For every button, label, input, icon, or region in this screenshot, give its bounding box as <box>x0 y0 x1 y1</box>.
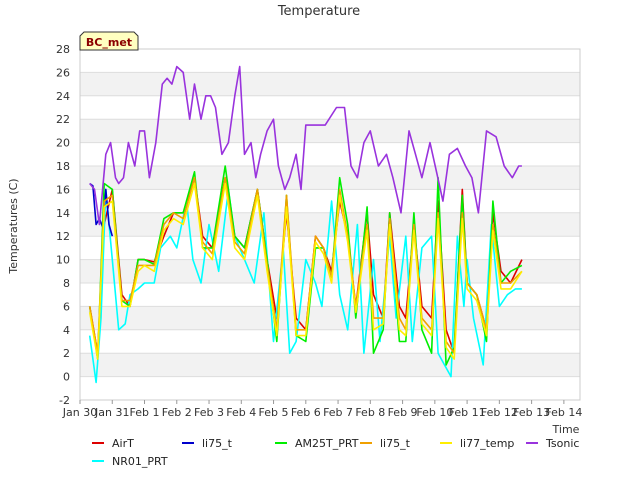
plot-band <box>80 119 580 143</box>
y-tick-label: 8 <box>63 277 70 290</box>
plot-band <box>80 329 580 354</box>
tag-box <box>79 31 139 51</box>
legend-item: Tsonic <box>526 437 579 450</box>
y-tick-label: 20 <box>56 137 70 150</box>
y-tick-label: 12 <box>56 230 70 243</box>
legend-item: li77_temp <box>440 437 514 450</box>
y-tick-label: 4 <box>63 324 70 337</box>
legend-label: li75_t <box>380 437 411 450</box>
x-tick-label: Feb 12 <box>481 406 518 419</box>
legend-label: AirT <box>112 437 134 450</box>
x-tick-label: Feb 4 <box>226 406 256 419</box>
plot-band <box>80 72 580 96</box>
x-tick-label: Jan 30 <box>62 406 97 419</box>
series-line-tsonic <box>89 65 522 226</box>
plot-band <box>80 376 580 400</box>
x-axis-label: Time <box>552 423 580 436</box>
series-line-li75-t <box>88 176 523 355</box>
legend-item: li75_t <box>182 437 233 450</box>
plot-band <box>80 306 580 330</box>
plot-band <box>80 142 580 166</box>
x-tick-label: Feb 13 <box>513 406 550 419</box>
x-tick-label: Feb 11 <box>449 406 486 419</box>
plot-band <box>80 236 580 260</box>
y-tick-label: 6 <box>63 300 70 313</box>
x-tick-label: Feb 7 <box>323 406 353 419</box>
x-tick-label: Feb 10 <box>416 406 453 419</box>
tag-text: BC_met <box>86 36 132 49</box>
series-line-nr01-prt <box>88 188 522 384</box>
y-axis-label: Temperatures (C) <box>7 178 20 274</box>
plot-band <box>80 49 580 73</box>
x-tick-label: Feb 5 <box>259 406 289 419</box>
legend-label: Tsonic <box>545 437 579 450</box>
y-tick-label: -2 <box>59 394 70 407</box>
x-tick-label: Feb 2 <box>162 406 192 419</box>
legend-item: AM25T_PRT <box>275 437 359 450</box>
y-tick-label: 2 <box>63 347 70 360</box>
chart-title: Temperature <box>277 4 360 19</box>
x-tick-label: Feb 1 <box>130 406 160 419</box>
y-tick-label: 26 <box>56 66 70 79</box>
bc-met-tag: BC_met <box>79 31 139 51</box>
x-tick-label: Feb 6 <box>291 406 321 419</box>
series-lines <box>88 65 523 384</box>
legend-item: NR01_PRT <box>92 455 168 468</box>
legend-label: NR01_PRT <box>112 455 168 468</box>
plot-band <box>80 283 580 307</box>
legend-item: li75_t <box>360 437 411 450</box>
legend-label: li77_temp <box>460 437 514 450</box>
legend: AirT li75_t AM25T_PRT li75_t li77_temp Tsonic… <box>92 437 579 468</box>
plot-band <box>80 189 580 213</box>
plot-frame <box>79 48 581 401</box>
series-line-li77-temp <box>88 182 523 360</box>
x-tick-label: Feb 3 <box>194 406 224 419</box>
legend-item: AirT <box>92 437 134 450</box>
x-tick-label: Feb 14 <box>545 406 582 419</box>
plot-band <box>80 166 580 190</box>
y-tick-label: 0 <box>63 371 70 384</box>
legend-label: li75_t <box>202 437 233 450</box>
x-tick-label: Feb 9 <box>388 406 418 419</box>
y-tick-label: 16 <box>56 183 70 196</box>
y-tick-label: 14 <box>56 207 70 220</box>
y-tick-label: 28 <box>56 43 70 56</box>
plot-band <box>80 95 580 120</box>
y-tick-label: 24 <box>56 90 70 103</box>
x-tick-label: Feb 8 <box>355 406 385 419</box>
x-tick-label: Jan 31 <box>94 406 129 419</box>
series-line-li75-t <box>89 182 114 237</box>
y-tick-label: 18 <box>56 160 70 173</box>
y-tick-label: 10 <box>56 254 70 267</box>
y-tick-label: 22 <box>56 113 70 126</box>
plot-band <box>80 353 580 377</box>
legend-label: AM25T_PRT <box>295 437 359 450</box>
